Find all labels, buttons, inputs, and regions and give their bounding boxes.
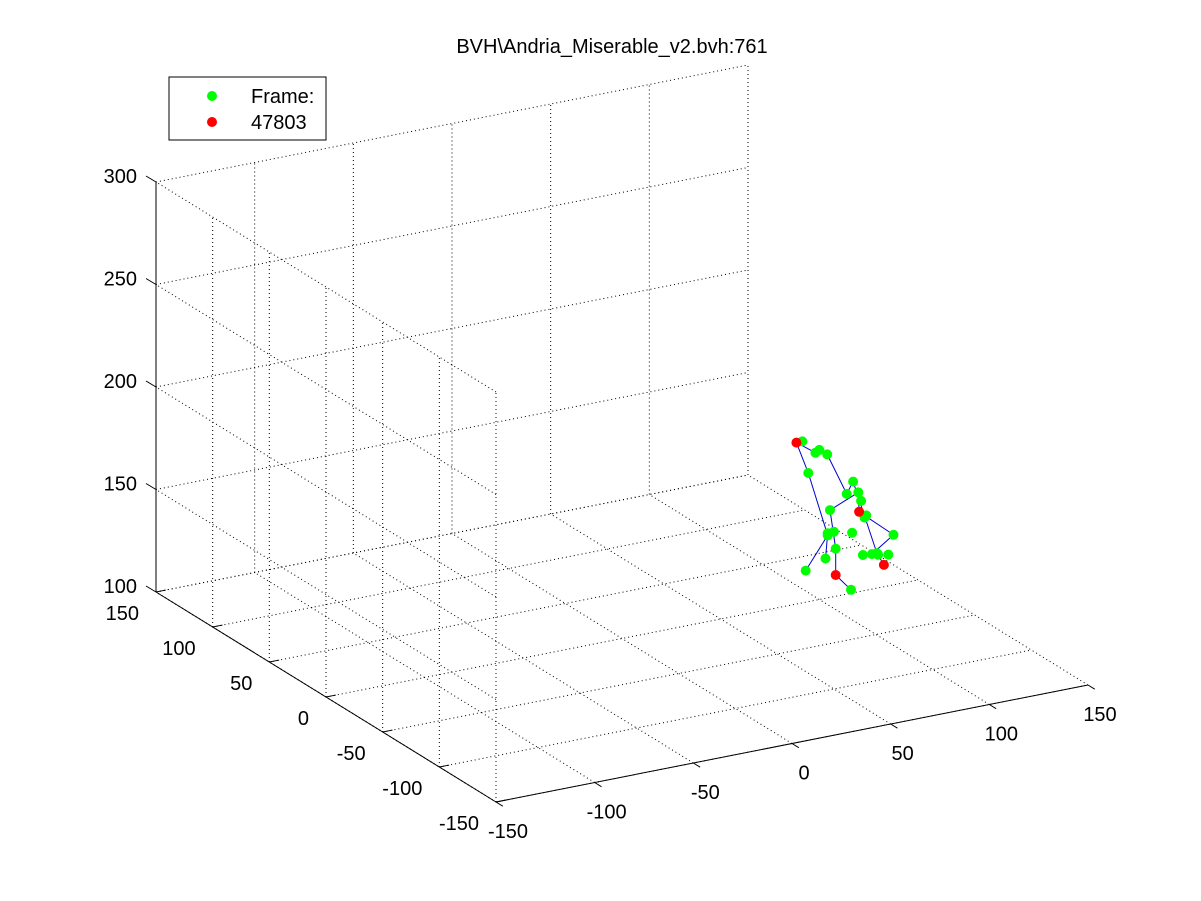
joint-marker bbox=[820, 553, 831, 564]
grid-floor-y bbox=[382, 614, 975, 733]
x-tick-label: -100 bbox=[587, 802, 627, 824]
chart-title: BVH\Andria_Miserable_v2.bvh:761 bbox=[456, 36, 767, 58]
z-tick-mark bbox=[145, 585, 157, 593]
y-tick-label: 50 bbox=[230, 673, 252, 695]
joint-marker bbox=[822, 449, 833, 460]
x-tick-label: 100 bbox=[985, 724, 1018, 746]
grid-back-z bbox=[155, 269, 749, 388]
grid-back-z bbox=[155, 167, 749, 285]
x-tick-mark bbox=[693, 762, 701, 768]
end-effector-marker bbox=[854, 506, 865, 517]
legend-label-frame: Frame: bbox=[251, 86, 314, 108]
grid-floor-x bbox=[550, 513, 891, 725]
legend-marker-number bbox=[207, 117, 217, 127]
x-tick-label: 150 bbox=[1083, 704, 1116, 726]
joint-marker bbox=[888, 529, 899, 540]
x-tick-mark bbox=[594, 782, 602, 788]
axes bbox=[145, 175, 1096, 807]
grid-floor-x bbox=[451, 533, 793, 744]
y-tick-label: 150 bbox=[106, 603, 139, 625]
z-tick-label: 100 bbox=[104, 576, 137, 598]
joint-marker bbox=[853, 487, 864, 498]
x-tick-label: -150 bbox=[488, 821, 528, 843]
legend-marker-frame bbox=[207, 91, 217, 101]
z-tick-label: 250 bbox=[104, 269, 137, 291]
joint-marker bbox=[883, 549, 894, 560]
z-tick-mark bbox=[145, 380, 157, 388]
joint-marker bbox=[830, 543, 841, 554]
x-tick-mark bbox=[1087, 684, 1096, 690]
end-effector-marker bbox=[878, 559, 889, 570]
joint-marker bbox=[846, 584, 856, 595]
y-tick-mark bbox=[325, 694, 336, 698]
z-tick-mark bbox=[145, 175, 157, 183]
joint-marker bbox=[825, 505, 835, 516]
x-tick-mark bbox=[495, 801, 504, 807]
y-tick-label: -150 bbox=[439, 813, 479, 835]
y-tick-mark bbox=[382, 729, 393, 733]
x-tick-label: 0 bbox=[798, 763, 809, 785]
z-tick-mark bbox=[145, 278, 157, 285]
joint-marker bbox=[814, 444, 825, 455]
grid-floor-y bbox=[212, 509, 805, 628]
grid-floor-y bbox=[325, 579, 919, 698]
grid-floor-x bbox=[353, 552, 694, 764]
legend: Frame: 47803 bbox=[168, 76, 327, 141]
legend-box bbox=[168, 76, 327, 141]
grid-floor-x bbox=[747, 474, 1089, 686]
tick-labels: -150 -100 -50 0 50 100 150 -150 -100 -50 0 50 100 150… bbox=[104, 166, 1117, 843]
x-tick-mark bbox=[791, 743, 800, 749]
y-tick-mark bbox=[495, 799, 506, 803]
joint-marker bbox=[800, 565, 811, 576]
joint-marker bbox=[871, 548, 882, 559]
y-tick-label: -50 bbox=[337, 743, 366, 765]
z-tick-label: 200 bbox=[104, 371, 137, 393]
y-tick-label: 100 bbox=[162, 638, 195, 660]
y-tick-mark bbox=[212, 624, 223, 628]
x-tick-mark bbox=[890, 723, 898, 729]
grid-floor-y bbox=[439, 649, 1032, 768]
joint-marker bbox=[841, 488, 852, 499]
x-tick-label: -50 bbox=[691, 782, 720, 804]
z-tick-label: 150 bbox=[104, 474, 137, 496]
joint-marker bbox=[857, 550, 868, 560]
grid-back-z bbox=[155, 64, 749, 183]
y-tick-mark bbox=[155, 589, 166, 593]
grid-floor-y bbox=[269, 544, 862, 663]
y-tick-label: 0 bbox=[298, 708, 309, 730]
z-tick-label: 300 bbox=[104, 166, 137, 188]
y-tick-mark bbox=[439, 764, 450, 768]
z-tick-mark bbox=[145, 483, 157, 490]
end-effector-marker bbox=[830, 570, 841, 580]
x-tick-mark bbox=[989, 704, 997, 710]
joint-marker bbox=[856, 495, 867, 506]
joint-marker bbox=[847, 527, 858, 538]
end-effector-marker bbox=[791, 437, 802, 448]
joint-markers bbox=[791, 436, 899, 595]
joint-marker bbox=[828, 526, 839, 537]
y-tick-label: -100 bbox=[382, 778, 422, 800]
x-tick-label: 50 bbox=[892, 743, 914, 765]
grid-lines bbox=[155, 64, 1089, 803]
legend-label-number: 47803 bbox=[251, 112, 307, 134]
joint-marker bbox=[848, 476, 859, 487]
joint-marker bbox=[803, 468, 814, 478]
grid-floor-x bbox=[649, 494, 990, 705]
skeleton-bones bbox=[795, 441, 895, 591]
grid-back-z bbox=[155, 474, 749, 593]
y-tick-mark bbox=[269, 659, 280, 663]
grid-back-z bbox=[155, 372, 749, 490]
